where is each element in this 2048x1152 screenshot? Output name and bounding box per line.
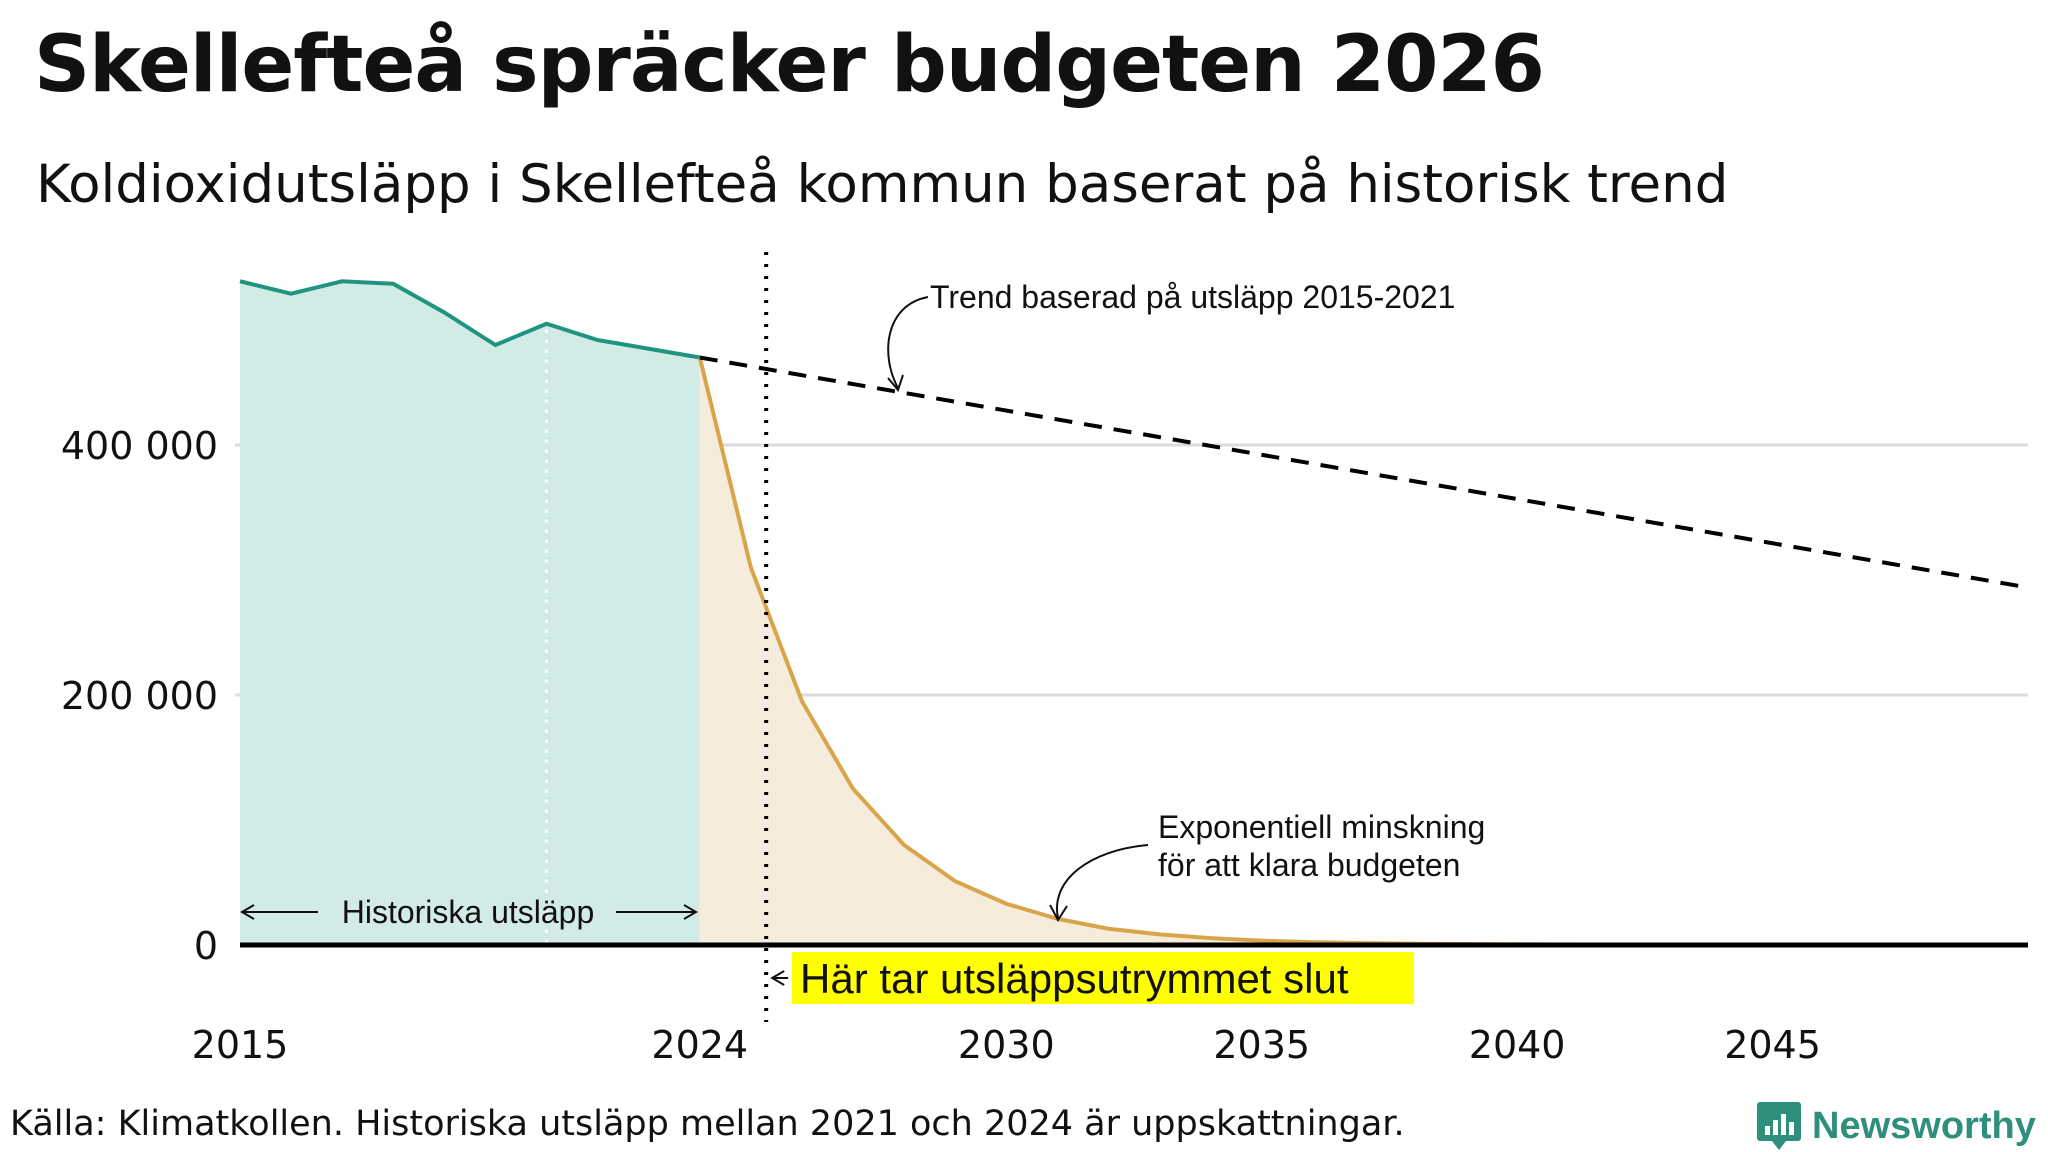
annotation-trend-arrow: [887, 296, 929, 389]
chart-subtitle: Koldioxidutsläpp i Skellefteå kommun bas…: [36, 154, 1729, 215]
annotation-trend: Trend baserad på utsläpp 2015-2021: [930, 279, 1455, 315]
y-tick-label: 0: [194, 924, 218, 968]
newsworthy-icon: [1757, 1102, 1801, 1150]
annotation-exponential-arrow: [1055, 844, 1149, 919]
x-tick-label: 2045: [1724, 1023, 1821, 1067]
budget-end-highlight: [792, 952, 1414, 1004]
x-tick-label: 2040: [1469, 1023, 1566, 1067]
annotation-budget-end: Här tar utsläppsutrymmet slut: [800, 955, 1349, 1002]
historical-area: [240, 281, 700, 945]
x-tick-label: 2035: [1213, 1023, 1310, 1067]
arrow-right-icon: [683, 904, 698, 920]
x-tick-label: 2024: [651, 1023, 748, 1067]
source-note: Källa: Klimatkollen. Historiska utsläpp …: [10, 1104, 1405, 1144]
annotation-exponential-1: Exponentiell minskning: [1158, 809, 1485, 845]
y-tick-label: 400 000: [61, 424, 218, 468]
annotation-exponential-2: för att klara budgeten: [1158, 847, 1460, 883]
arrowhead-icon: [887, 374, 904, 393]
series-trend-line: [699, 355, 2029, 590]
chart-title: Skellefteå spräcker budgeten 2026: [34, 20, 1545, 110]
series-historical-line: [239, 279, 701, 360]
brand-name: Newsworthy: [1812, 1104, 2036, 1147]
axis-layer: 0 200 000 400 000 2015 2024 2030 2035 2040 2045: [61, 424, 1821, 1067]
area-layer: [240, 281, 2028, 945]
x-tick-label: 2030: [958, 1023, 1055, 1067]
arrow-left-icon: [240, 904, 255, 920]
annotation-historical: Historiska utsläpp: [342, 894, 595, 930]
newsworthy-logo: Newsworthy: [1756, 1100, 2036, 1152]
budget-area: [699, 357, 2028, 945]
x-tick-label: 2015: [192, 1023, 289, 1067]
y-tick-label: 200 000: [61, 674, 218, 718]
line-layer: [239, 252, 2029, 1022]
arrowhead-icon: [1049, 904, 1068, 922]
annotation-layer: Trend baserad på utsläpp 2015-2021 Expone…: [240, 279, 1485, 1004]
